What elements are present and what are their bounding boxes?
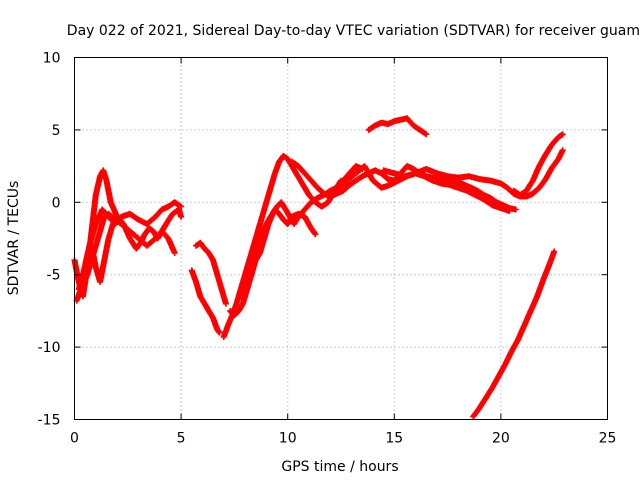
data-points: [71, 115, 566, 420]
y-tick-label: 5: [52, 123, 61, 139]
series-4-markers: [193, 239, 229, 307]
x-tick-label: 20: [492, 431, 510, 447]
x-tick-label: 10: [279, 431, 297, 447]
x-tick-label: 25: [599, 431, 617, 447]
y-tick-label: 10: [43, 51, 61, 67]
series-2: [73, 210, 178, 304]
chart-title: Day 022 of 2021, Sidereal Day-to-day VTE…: [67, 23, 640, 39]
series-9: [289, 158, 519, 213]
series-3-markers: [88, 221, 116, 285]
series-13-markers: [365, 115, 430, 138]
axis-ticks: 0 5 10 15 20 25 -15 -10 -5 0 5 10: [38, 51, 617, 447]
series-12: [510, 131, 566, 199]
y-tick-label: -15: [38, 413, 61, 429]
y-tick-label: -5: [47, 268, 61, 284]
x-tick-label: 15: [385, 431, 403, 447]
series-4: [193, 239, 229, 307]
series-14-markers: [470, 248, 558, 420]
series-8-markers: [237, 206, 319, 300]
x-axis-label: GPS time / hours: [281, 459, 398, 475]
series-14: [470, 248, 558, 420]
series-8: [237, 206, 319, 300]
series-5: [188, 267, 223, 336]
y-tick-label: -10: [38, 340, 61, 356]
plot-frame: [74, 57, 608, 420]
series-3: [88, 221, 116, 285]
series-5-markers: [188, 267, 223, 336]
series-2-markers: [73, 210, 178, 304]
y-axis-label: SDTVAR / TECUs: [6, 181, 22, 296]
x-tick-label: 5: [177, 431, 186, 447]
series-9-markers: [289, 158, 519, 213]
grid-lines: [74, 57, 608, 420]
series-12-markers: [510, 131, 566, 199]
series-13: [365, 115, 430, 138]
y-tick-label: 0: [52, 195, 61, 211]
x-tick-label: 0: [70, 431, 79, 447]
